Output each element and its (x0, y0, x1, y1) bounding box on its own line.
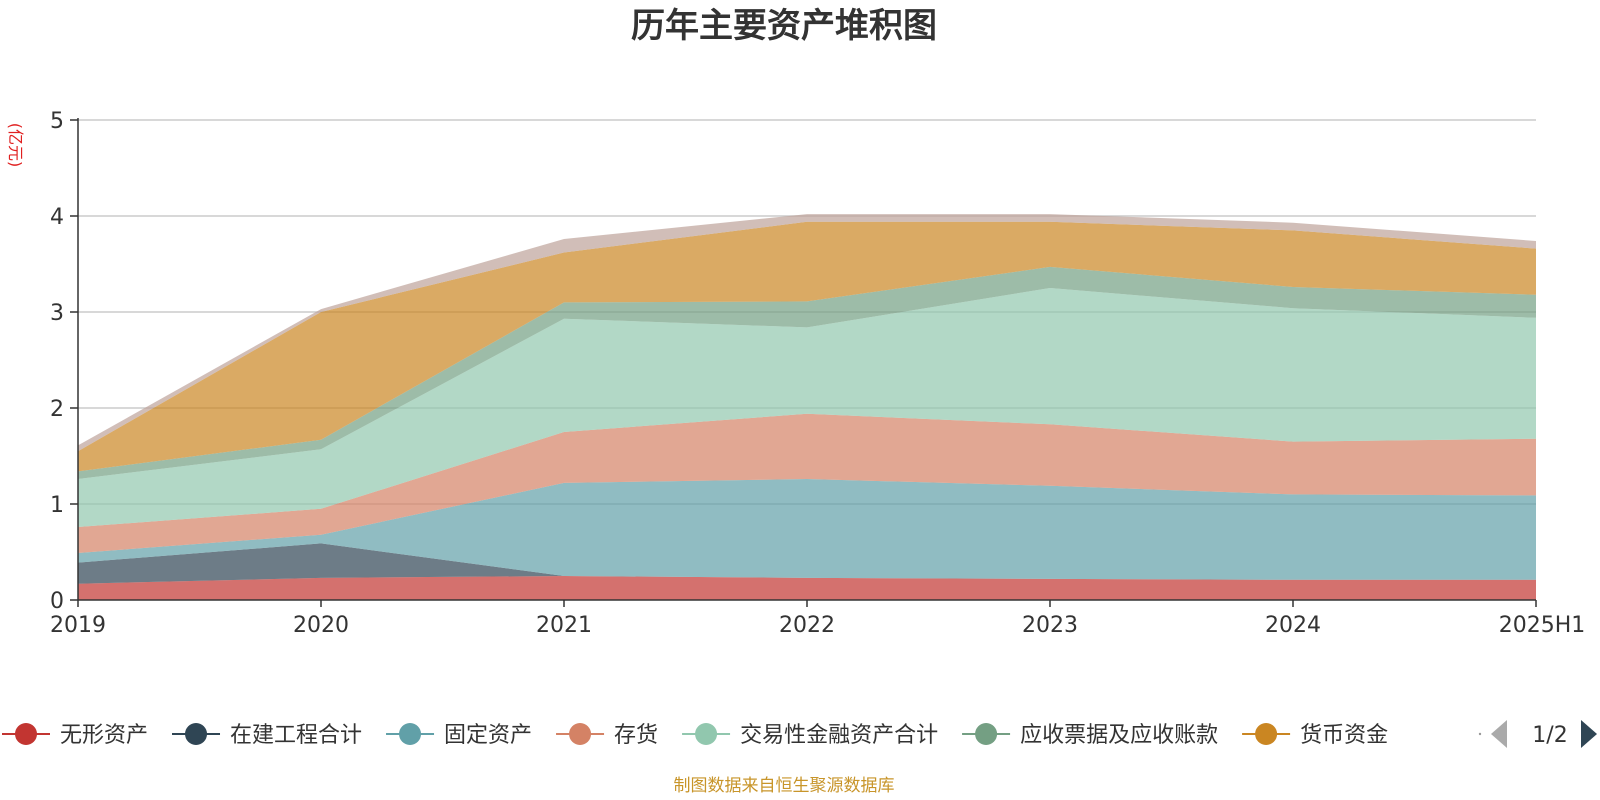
y-tick-label: 4 (50, 205, 64, 230)
legend-marker (569, 723, 592, 745)
x-tick-label: 2021 (536, 613, 592, 638)
y-tick-label: 1 (50, 493, 64, 518)
legend-label: 在建工程合计 (230, 723, 362, 748)
x-tick-label: 2023 (1022, 613, 1078, 638)
x-tick-label: 2025H1 (1499, 613, 1586, 638)
x-tick-label: 2019 (50, 613, 106, 638)
legend-next-page-icon[interactable] (1581, 720, 1597, 748)
legend-item[interactable]: 应收票据及应收账款 (962, 723, 1218, 748)
x-tick-label: 2022 (779, 613, 835, 638)
legend: 无形资产 在建工程合计 固定资产 存货 交易性金融资产合计 应收票据及应收账款 货币资金 1/… (2, 720, 1597, 748)
legend-marker (15, 723, 37, 745)
legend-ellipsis-dot (1478, 732, 1482, 736)
legend-item[interactable]: 货币资金 (1242, 723, 1388, 748)
y-tick-label: 2 (50, 397, 64, 422)
legend-label: 交易性金融资产合计 (740, 723, 938, 748)
legend-marker (975, 723, 998, 745)
legend-marker (185, 723, 208, 745)
legend-label: 存货 (614, 723, 658, 748)
legend-prev-page-icon[interactable] (1491, 720, 1507, 748)
area-series (78, 214, 1536, 600)
y-tick-label: 3 (50, 301, 64, 326)
chart-title: 历年主要资产堆积图 (631, 6, 937, 46)
legend-item[interactable]: 存货 (556, 723, 658, 748)
area-交易性金融资产合计 (78, 288, 1536, 527)
axes: 0 1 2 3 4 5 2019 2020 2021 2022 2023 2024 2025H1 (50, 109, 1585, 638)
y-axis-unit: (亿元) (6, 123, 25, 168)
legend-item[interactable]: 在建工程合计 (172, 723, 362, 748)
area-固定资产 (78, 479, 1536, 580)
area-在建工程合计 (78, 543, 1536, 584)
area-无形资产 (78, 576, 1536, 600)
x-tick-label: 2020 (293, 613, 349, 638)
legend-page-indicator: 1/2 (1532, 723, 1567, 748)
area-存货 (78, 413, 1536, 553)
x-tick-label: 2024 (1265, 613, 1321, 638)
legend-item[interactable]: 无形资产 (2, 723, 148, 748)
legend-item[interactable]: 交易性金融资产合计 (682, 723, 938, 748)
y-tick-label: 0 (50, 589, 64, 614)
legend-label: 固定资产 (444, 723, 532, 748)
legend-marker (399, 723, 422, 745)
legend-marker (695, 723, 718, 745)
area-货币资金 (78, 221, 1536, 472)
data-source: 制图数据来自恒生聚源数据库 (674, 776, 895, 796)
legend-label: 应收票据及应收账款 (1020, 723, 1218, 748)
legend-item[interactable]: 固定资产 (386, 723, 532, 748)
legend-label: 货币资金 (1300, 723, 1388, 748)
area-应收票据及应收账款 (78, 266, 1536, 479)
y-tick-label: 5 (50, 109, 64, 134)
legend-label: 无形资产 (60, 723, 148, 748)
legend-marker (1255, 723, 1278, 745)
